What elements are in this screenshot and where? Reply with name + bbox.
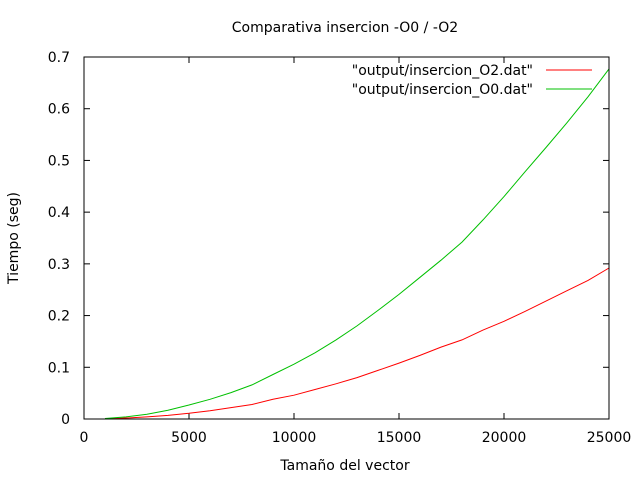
x-tick-label: 25000 [587, 430, 632, 446]
y-tick-label: 0.3 [48, 257, 70, 273]
series-group [104, 68, 610, 420]
series-line-2 [104, 68, 610, 419]
plot-frame [83, 56, 610, 420]
x-tick-label: 15000 [377, 430, 422, 446]
y-tick-label: 0.6 [48, 102, 70, 118]
x-tick-label: 0 [80, 430, 89, 446]
legend: "output/insercion_O2.dat" "output/inserci… [352, 63, 592, 98]
legend-label-2: "output/insercion_O0.dat" [352, 82, 533, 98]
chart-title: Comparativa insercion -O0 / -O2 [232, 20, 458, 36]
y-tick-label: 0.7 [48, 50, 70, 66]
y-axis-label: Tiempo (seg) [6, 192, 22, 285]
y-tick-label: 0.4 [48, 205, 70, 221]
y-tick-label: 0.5 [48, 153, 70, 169]
y-tick-label: 0 [61, 412, 70, 428]
x-tick-label: 5000 [171, 430, 207, 446]
x-tick-label: 20000 [482, 430, 527, 446]
x-axis-label: Tamaño del vector [279, 458, 409, 474]
x-tick-label: 10000 [272, 430, 317, 446]
series-line-1 [104, 267, 610, 420]
legend-label-1: "output/insercion_O2.dat" [352, 63, 533, 79]
y-tick-label: 0.1 [48, 360, 70, 376]
y-tick-label: 0.2 [48, 309, 70, 325]
axis-ticks: 0 5000 10000 15000 20000 25000 0 0.1 0.2 0.3 0.4 0.… [48, 50, 632, 446]
